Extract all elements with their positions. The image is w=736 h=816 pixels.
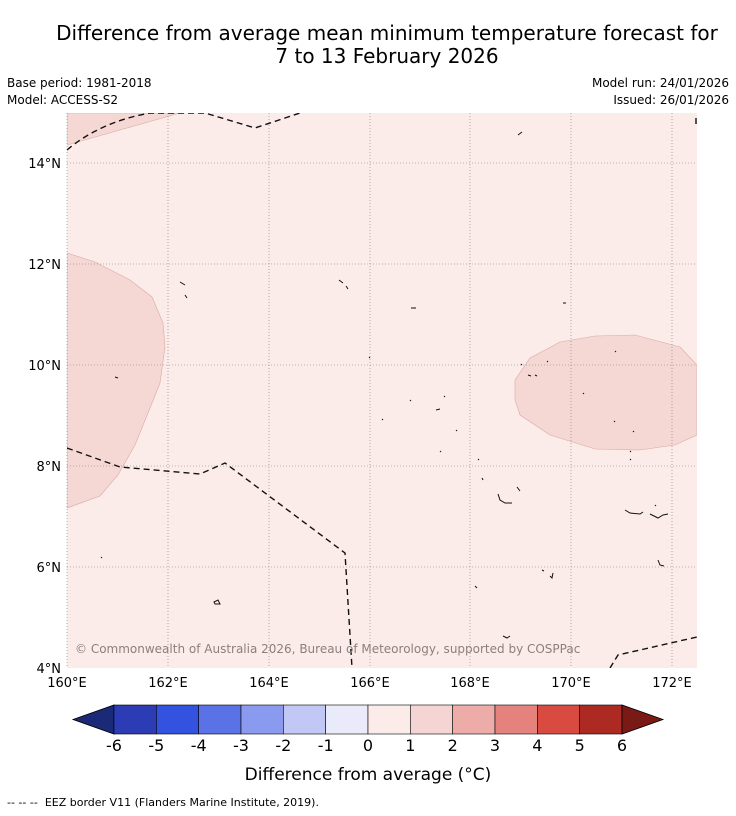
colorbar-tick-label: 6 <box>617 736 627 755</box>
colorbar-tick-label: 0 <box>363 736 373 755</box>
colorbar: -6 -5 -4 -3 -2 -1 0 1 2 3 4 5 6 Difference from aver… <box>71 704 665 785</box>
lon-label-162: 162°E <box>148 676 188 691</box>
colorbar-block <box>452 704 496 735</box>
colorbar-block <box>579 704 623 735</box>
colorbar-tick-label: 4 <box>532 736 542 755</box>
colorbar-block <box>240 704 284 735</box>
colorbar-block <box>283 704 326 735</box>
colorbar-extend-low <box>71 704 115 735</box>
title-line-2: 7 to 13 February 2026 <box>275 44 499 68</box>
island <box>213 599 221 605</box>
colorbar-tick-label: 1 <box>405 736 415 755</box>
lon-label-168: 168°E <box>450 676 490 691</box>
island <box>520 360 549 377</box>
lat-label-12: 12°N <box>28 258 61 273</box>
eez-legend: -- -- -- EEZ border V11 (Flanders Marine… <box>7 796 319 809</box>
island <box>477 458 484 481</box>
anomaly-regions <box>67 113 697 509</box>
colorbar-block <box>494 704 538 735</box>
colorbar-block <box>537 704 580 735</box>
colorbar-tick-label: 2 <box>448 736 458 755</box>
lon-label-160: 160°E <box>47 676 87 691</box>
eez-border-southwest <box>67 447 353 668</box>
lat-label-4: 4°N <box>37 662 62 677</box>
island <box>100 556 103 559</box>
lat-label-10: 10°N <box>28 359 61 374</box>
colorbar-block <box>325 704 369 735</box>
title-line-1: Difference from average mean minimum tem… <box>56 21 718 45</box>
colorbar-tick-label: -2 <box>275 736 291 755</box>
lon-label-170: 170°E <box>551 676 591 691</box>
island <box>541 569 554 580</box>
island <box>497 486 521 504</box>
eez-legend-text: EEZ border V11 (Flanders Marine Institut… <box>44 796 319 809</box>
model-name: Model: ACCESS-S2 <box>7 93 119 107</box>
lon-axis-labels: 160°E 162°E 164°E 166°E 168°E 170°E 172°… <box>47 676 692 691</box>
lon-label-172: 172°E <box>652 676 692 691</box>
island <box>114 376 119 379</box>
anomaly-region-east <box>514 334 697 451</box>
eez-border-north <box>67 113 301 151</box>
colorbar-tick-label: 5 <box>575 736 585 755</box>
map-title: Difference from average mean minimum tem… <box>0 22 736 68</box>
colorbar-tick-label: -4 <box>191 736 207 755</box>
colorbar-tick-label: -6 <box>106 736 122 755</box>
gridlines <box>66 113 697 668</box>
colorbar-extend-high <box>621 704 665 735</box>
colorbar-blocks <box>71 704 665 735</box>
anomaly-region-northwest <box>67 113 181 146</box>
model-run: Model run: 24/01/2026 <box>591 76 729 90</box>
island <box>649 504 669 519</box>
island <box>517 131 523 136</box>
colorbar-tick-label: -1 <box>318 736 334 755</box>
island <box>657 559 665 567</box>
lat-label-14: 14°N <box>28 157 61 172</box>
issued-date: Issued: 26/01/2026 <box>613 93 729 107</box>
island <box>582 350 635 461</box>
island <box>381 395 458 453</box>
anomaly-region-west <box>67 252 166 509</box>
island <box>474 585 478 589</box>
base-period: Base period: 1981-2018 <box>7 76 152 90</box>
island <box>368 356 371 359</box>
colorbar-block <box>198 704 242 735</box>
lat-label-6: 6°N <box>37 561 62 576</box>
lat-axis-labels: 14°N 12°N 10°N 8°N 6°N 4°N <box>28 157 61 677</box>
island <box>338 279 349 290</box>
meta-right: Model run: 24/01/2026 Issued: 26/01/2026 <box>592 75 729 109</box>
colorbar-block <box>367 704 411 735</box>
colorbar-block <box>113 704 157 735</box>
colorbar-block <box>156 704 199 735</box>
colorbar-tick-label: -3 <box>233 736 249 755</box>
meta-left: Base period: 1981-2018 Model: ACCESS-S2 <box>7 75 152 109</box>
island <box>624 509 644 515</box>
lat-label-8: 8°N <box>37 460 62 475</box>
lon-label-166: 166°E <box>350 676 390 691</box>
copyright-text: © Commonwealth of Australia 2026, Bureau… <box>75 642 580 656</box>
eez-border-southeast <box>609 636 697 668</box>
colorbar-tick-label: 3 <box>490 736 500 755</box>
island <box>179 281 188 299</box>
colorbar-tick-label: -5 <box>148 736 164 755</box>
eez-borders <box>67 113 697 668</box>
colorbar-block <box>410 704 453 735</box>
colorbar-label: Difference from average (°C) <box>245 765 492 785</box>
islands <box>100 131 669 639</box>
eez-legend-symbol: -- -- -- <box>7 796 42 809</box>
lon-label-164: 164°E <box>249 676 289 691</box>
island <box>502 635 511 639</box>
colorbar-tick-labels: -6 -5 -4 -3 -2 -1 0 1 2 3 4 5 6 <box>106 736 627 755</box>
